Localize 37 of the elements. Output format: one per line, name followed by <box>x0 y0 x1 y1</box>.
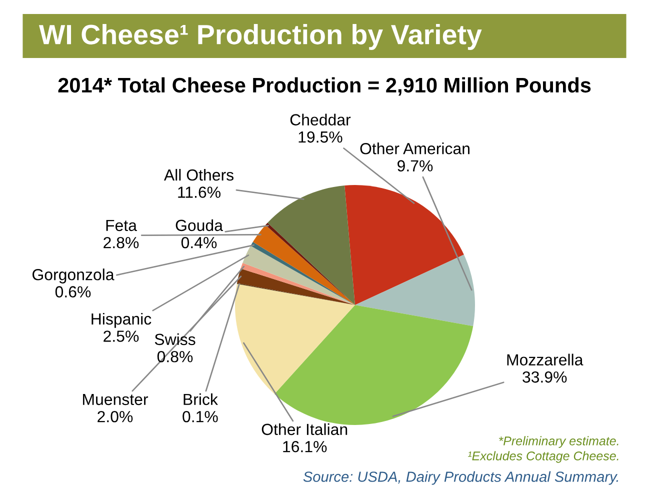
slice-label: Other Italian <box>262 423 348 436</box>
pie-slice <box>355 254 475 326</box>
data-label: 0.4% <box>181 236 217 248</box>
pie-slice <box>252 225 355 305</box>
slice-label: Brick <box>184 393 218 406</box>
source-note: Source: USDA, Dairy Products Annual Summary. <box>303 471 618 485</box>
data-label: 19.5% <box>298 131 342 143</box>
data-label: 0.8% <box>157 350 193 362</box>
text: *Preliminary estimate. <box>498 436 618 448</box>
chart-title: WI Cheese¹ Production by Variety <box>38 24 482 50</box>
data-label: 33.9% <box>522 371 567 383</box>
data-label: 16.1% <box>283 440 327 452</box>
pie-slice <box>237 268 355 305</box>
slice-label: Hispanic <box>92 312 152 328</box>
pie-slice <box>240 262 355 305</box>
slice-label: Cheddar <box>290 114 351 126</box>
data-label: 2.0% <box>98 410 133 422</box>
slice-label: Other American <box>360 142 470 154</box>
data-label: 2.8% <box>104 236 139 248</box>
pie-slice <box>274 305 474 425</box>
slice-label: Mozzarella <box>507 354 584 366</box>
data-label: 2.5% <box>104 330 139 342</box>
slice-label: All Others <box>164 168 234 181</box>
slice-label: Feta <box>106 220 137 232</box>
pie-slice <box>235 284 355 394</box>
slice-label: Muenster <box>83 394 148 406</box>
data-label: 9.7% <box>398 160 433 172</box>
slice-label: Gorgonzola <box>32 268 114 284</box>
pie-slice <box>344 185 464 305</box>
pie-slice <box>268 185 355 305</box>
chart-subtitle: 2014* Total Cheese Production = 2,910 Million Pounds <box>58 77 591 96</box>
data-label: 0.6% <box>55 286 91 298</box>
slice-label: Swiss <box>154 333 196 346</box>
slice-label: Gouda <box>176 219 223 232</box>
data-label: 0.1% <box>182 410 218 422</box>
data-label: 11.6% <box>178 186 220 198</box>
text: ¹Excludes Cottage Cheese. <box>468 451 618 463</box>
